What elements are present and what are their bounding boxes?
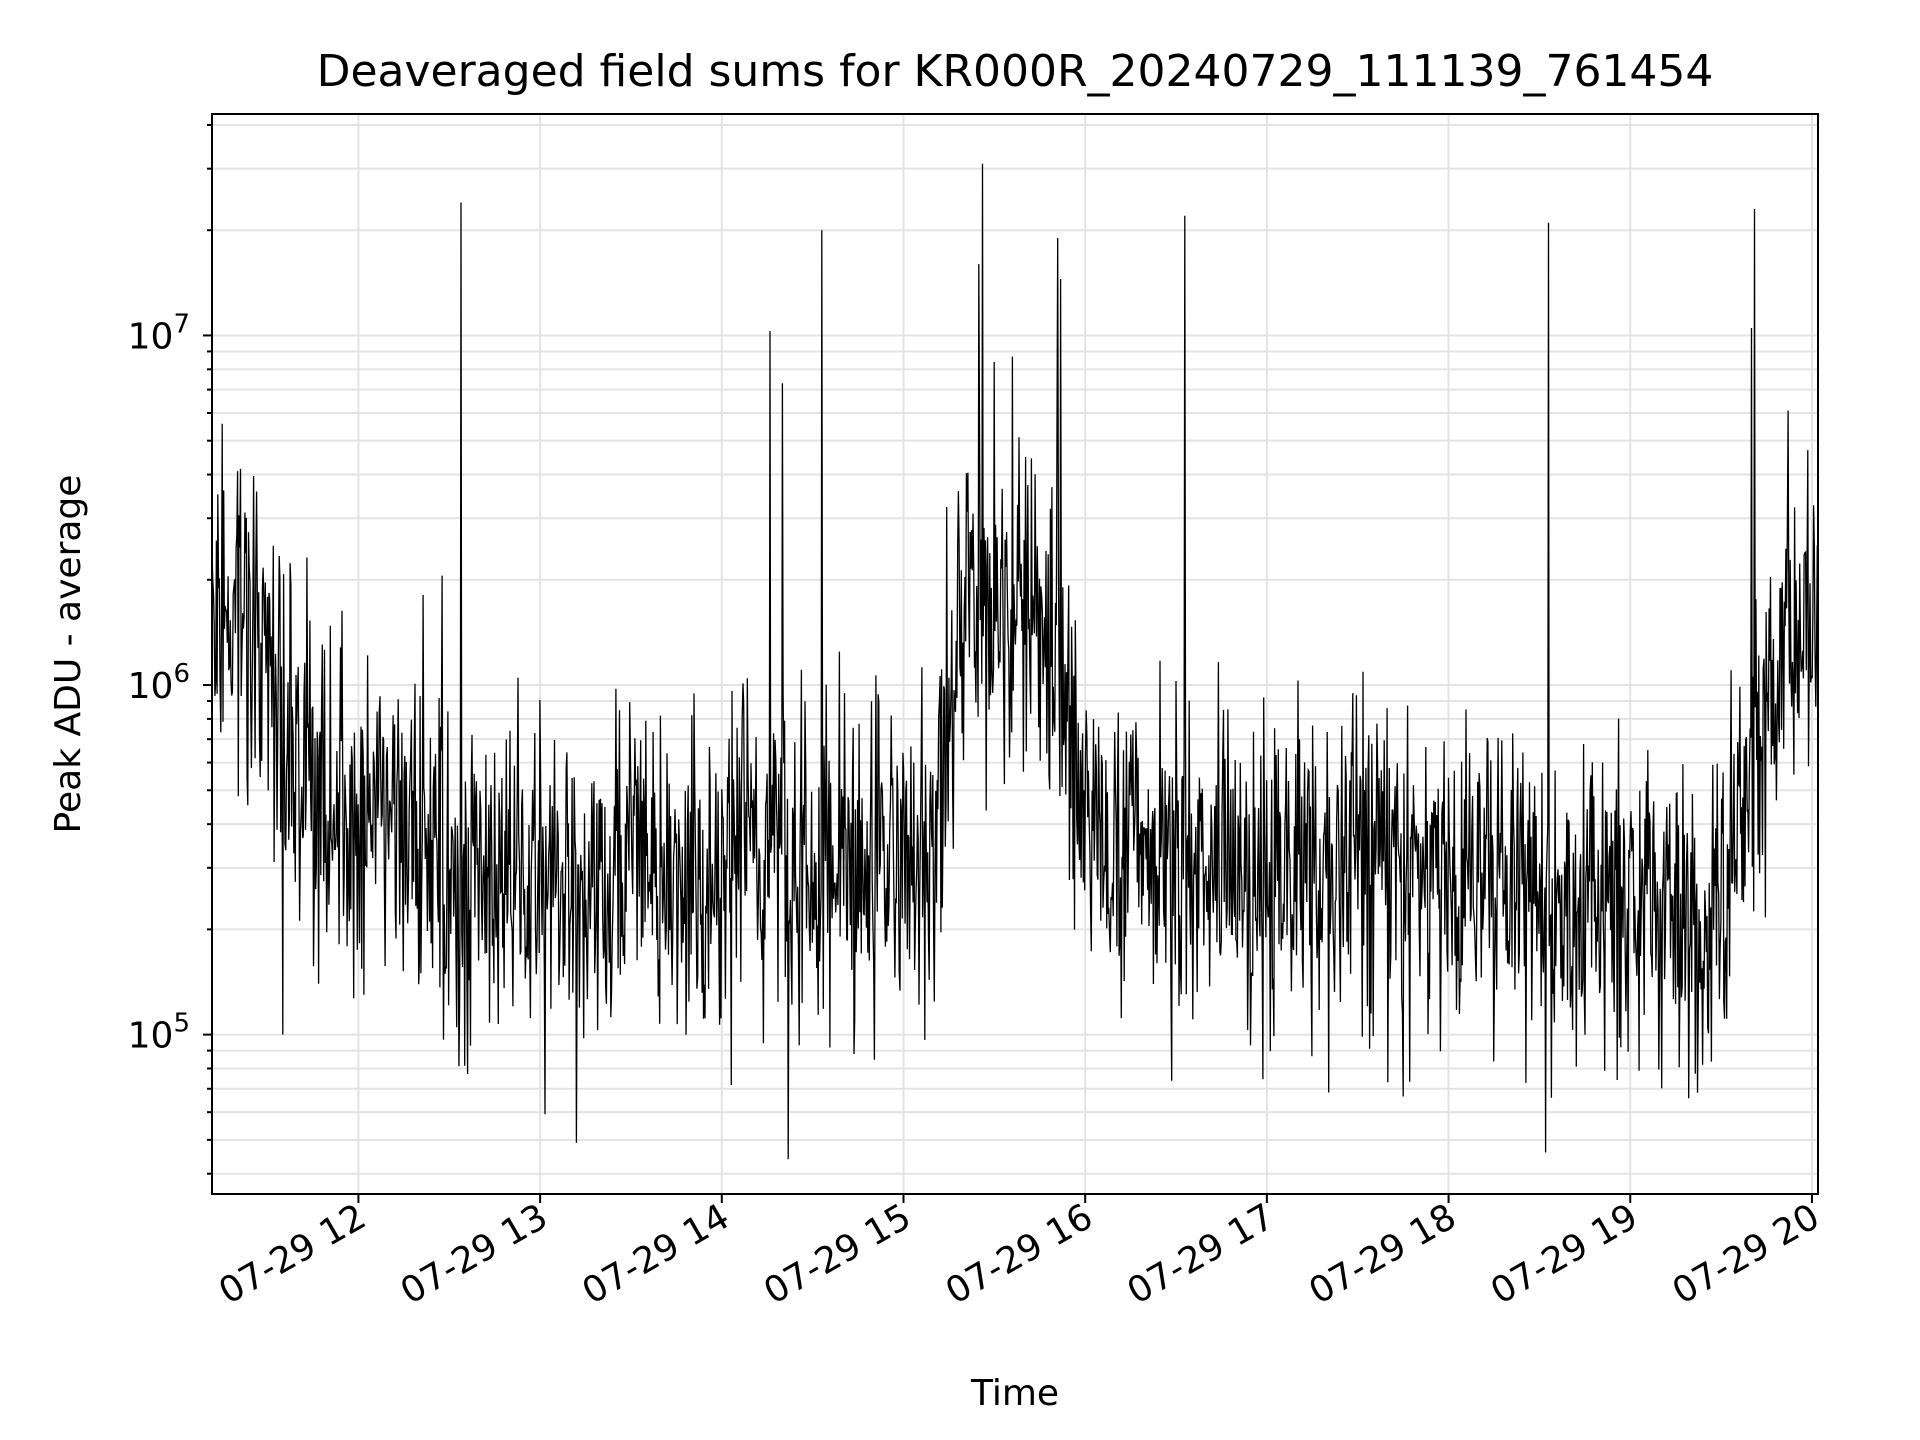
series-line [211, 163, 1819, 1160]
y-axis: 105 106 107 [128, 123, 212, 1175]
plot-frame [211, 113, 1819, 1195]
y-tick-label: 107 [128, 309, 190, 357]
y-axis-label: Peak ADU - average [48, 475, 89, 834]
x-axis-label: Time [970, 1373, 1059, 1414]
series-path [211, 163, 1819, 1160]
y-tick-label: 105 [128, 1009, 190, 1057]
chart-title: Deaveraged field sums for KR000R_2024072… [317, 46, 1714, 97]
y-tick-label: 106 [128, 659, 190, 707]
